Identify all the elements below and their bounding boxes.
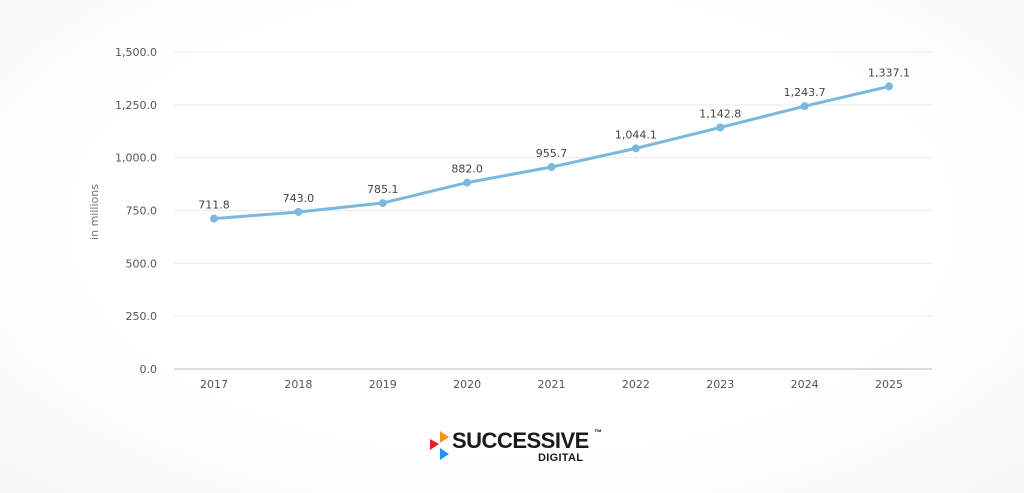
data-point xyxy=(294,207,303,216)
data-label: 743.0 xyxy=(283,192,315,205)
data-point xyxy=(210,214,218,223)
y-tick-label: 0.0 xyxy=(140,363,158,376)
data-label: 785.1 xyxy=(367,183,399,196)
data-label: 711.8 xyxy=(198,199,230,212)
logo-trademark: ™ xyxy=(594,428,602,437)
data-labels: 711.8 743.0 785.1 882.0 955.7 1,044.1 1,142.8 1… xyxy=(198,66,910,211)
y-tick-label: 1,250.0 xyxy=(115,99,157,112)
x-tick-label: 2021 xyxy=(538,378,566,391)
y-tick-label: 250.0 xyxy=(126,310,158,323)
data-label: 1,337.1 xyxy=(868,66,910,79)
data-label: 882.0 xyxy=(451,163,483,176)
logo-subtitle: DIGITAL xyxy=(538,452,584,464)
data-point xyxy=(800,102,809,111)
x-tick-label: 2019 xyxy=(369,378,397,391)
x-tick-label: 2023 xyxy=(706,378,734,391)
data-points xyxy=(210,82,893,223)
y-tick-label: 1,500.0 xyxy=(115,46,157,59)
y-tick-label: 500.0 xyxy=(126,257,158,270)
data-label: 1,044.1 xyxy=(615,128,657,141)
data-label: 1,142.8 xyxy=(699,107,741,120)
x-tick-labels: 2017 2018 2019 2020 2021 2022 2023 2024 2025 xyxy=(200,378,903,391)
data-label: 1,243.7 xyxy=(784,86,826,99)
data-point xyxy=(631,144,640,153)
logo-name: SUCCESSIVE xyxy=(452,428,589,453)
x-tick-label: 2025 xyxy=(875,378,903,391)
x-tick-label: 2020 xyxy=(453,378,481,391)
data-point xyxy=(378,199,387,208)
data-point xyxy=(716,123,725,132)
x-tick-label: 2022 xyxy=(622,378,650,391)
y-axis-label: in millions xyxy=(88,184,101,240)
data-point xyxy=(463,178,472,187)
data-label: 955.7 xyxy=(536,147,568,160)
data-point xyxy=(547,163,556,172)
x-tick-label: 2018 xyxy=(284,378,312,391)
y-tick-label: 1,000.0 xyxy=(115,152,157,165)
x-tick-label: 2017 xyxy=(200,378,228,391)
line-chart: 0.0250.0500.0750.01,000.01,250.01,500.0 … xyxy=(88,46,932,391)
x-tick-label: 2024 xyxy=(791,378,819,391)
successive-digital-logo: SUCCESSIVE ™ DIGITAL xyxy=(428,428,618,468)
logo-mark-icon xyxy=(430,431,449,460)
y-tick-label: 750.0 xyxy=(126,205,158,218)
y-tick-labels: 0.0 250.0 500.0 750.0 1,000.0 1,250.0 1,500.0 xyxy=(115,46,157,376)
data-point xyxy=(885,82,893,91)
